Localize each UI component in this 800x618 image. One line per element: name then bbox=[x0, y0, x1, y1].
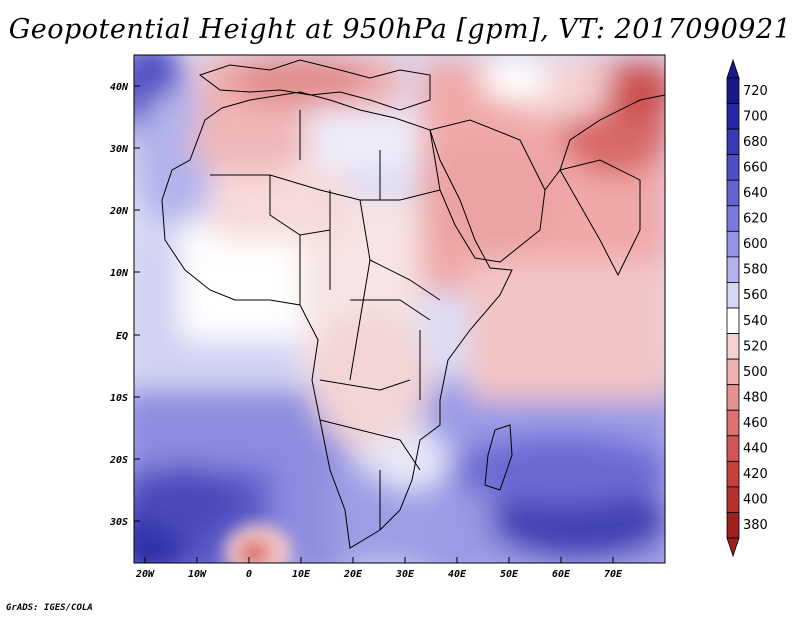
lat-label: 30S bbox=[109, 517, 128, 528]
colorbar-label: 580 bbox=[743, 263, 768, 278]
lat-label: 10N bbox=[110, 268, 129, 279]
colorbar-top-arrow bbox=[726, 58, 740, 79]
colorbar-label: 420 bbox=[743, 467, 768, 482]
colorbar-label: 440 bbox=[743, 442, 768, 457]
madagascar-coastline bbox=[484, 424, 513, 491]
lat-label: 30N bbox=[109, 144, 129, 155]
lon-label: 20E bbox=[343, 569, 363, 580]
lat-label: 20S bbox=[109, 455, 128, 466]
lon-label: 20W bbox=[135, 569, 155, 580]
colorbar-label: 560 bbox=[743, 288, 768, 303]
colorbar-label: 540 bbox=[743, 314, 768, 329]
colorbar-swatch bbox=[726, 384, 740, 411]
colorbar-label: 640 bbox=[743, 186, 768, 201]
lon-label: 70E bbox=[604, 569, 623, 580]
lon-label: 0 bbox=[246, 569, 252, 580]
colorbar-label: 480 bbox=[743, 390, 768, 405]
colorbar-swatch bbox=[726, 460, 740, 488]
colorbar-swatch bbox=[726, 230, 740, 258]
lon-axis: 20W 10W 0 10E 20E 30E 40E 50E 60E 70E bbox=[135, 557, 623, 580]
plot-frame bbox=[133, 54, 666, 564]
colorbar-label: 600 bbox=[743, 237, 768, 252]
colorbar-label: 500 bbox=[743, 365, 768, 380]
africa-coastline bbox=[161, 91, 513, 549]
colorbar-swatch bbox=[726, 205, 740, 232]
lon-label: 10W bbox=[188, 569, 207, 580]
colorbar: 720 700 680 660 640 620 600 580 560 540 520 500 480 4… bbox=[726, 58, 768, 558]
lat-label: 20N bbox=[109, 206, 129, 217]
grads-credit: GrADS: IGES/COLA bbox=[6, 603, 93, 613]
colorbar-swatch bbox=[726, 409, 740, 437]
colorbar-swatch bbox=[726, 179, 740, 207]
colorbar-label: 380 bbox=[743, 518, 768, 533]
colorbar-label: 520 bbox=[743, 339, 768, 354]
colorbar-label: 720 bbox=[743, 84, 768, 99]
height-field bbox=[134, 55, 665, 563]
colorbar-label: 400 bbox=[743, 493, 768, 508]
colorbar-swatch bbox=[726, 154, 740, 181]
lon-label: 60E bbox=[552, 569, 571, 580]
india-coastline bbox=[559, 159, 641, 277]
europe-coastline bbox=[198, 59, 431, 111]
arabia-coastline bbox=[429, 119, 546, 263]
lat-label: EQ bbox=[116, 331, 128, 342]
lon-label: 50E bbox=[500, 569, 519, 580]
lon-label: 30E bbox=[395, 569, 415, 580]
coastlines bbox=[161, 59, 665, 549]
colorbar-swatch bbox=[726, 358, 740, 386]
colorbar-swatch bbox=[726, 282, 740, 309]
colorbar-label: 680 bbox=[743, 135, 768, 150]
colorbar-swatch bbox=[726, 486, 740, 513]
colorbar-swatch bbox=[726, 512, 740, 539]
colorbar-swatch bbox=[726, 128, 740, 156]
colorbar-label: 700 bbox=[743, 109, 768, 124]
lat-axis: 40N 30N 20N 10N EQ 10S 20S 30S bbox=[109, 82, 140, 528]
lat-label: 40N bbox=[110, 82, 129, 93]
colorbar-label: 660 bbox=[743, 160, 768, 175]
colorbar-swatch bbox=[726, 333, 740, 360]
lon-label: 40E bbox=[448, 569, 467, 580]
colorbar-swatch bbox=[726, 256, 740, 283]
lat-label: 10S bbox=[110, 393, 128, 404]
colorbar-bottom-arrow bbox=[726, 537, 740, 558]
map-title: Geopotential Height at 950hPa [gpm], VT:… bbox=[8, 14, 792, 45]
colorbar-label: 620 bbox=[743, 212, 768, 227]
colorbar-swatch bbox=[726, 307, 740, 334]
lon-label: 10E bbox=[292, 569, 311, 580]
colorbar-swatch bbox=[726, 435, 740, 462]
colorbar-swatch bbox=[726, 103, 740, 130]
country-borders bbox=[210, 110, 441, 530]
colorbar-label: 460 bbox=[743, 416, 768, 431]
colorbar-swatch bbox=[726, 77, 740, 104]
asia-coast bbox=[544, 94, 665, 191]
